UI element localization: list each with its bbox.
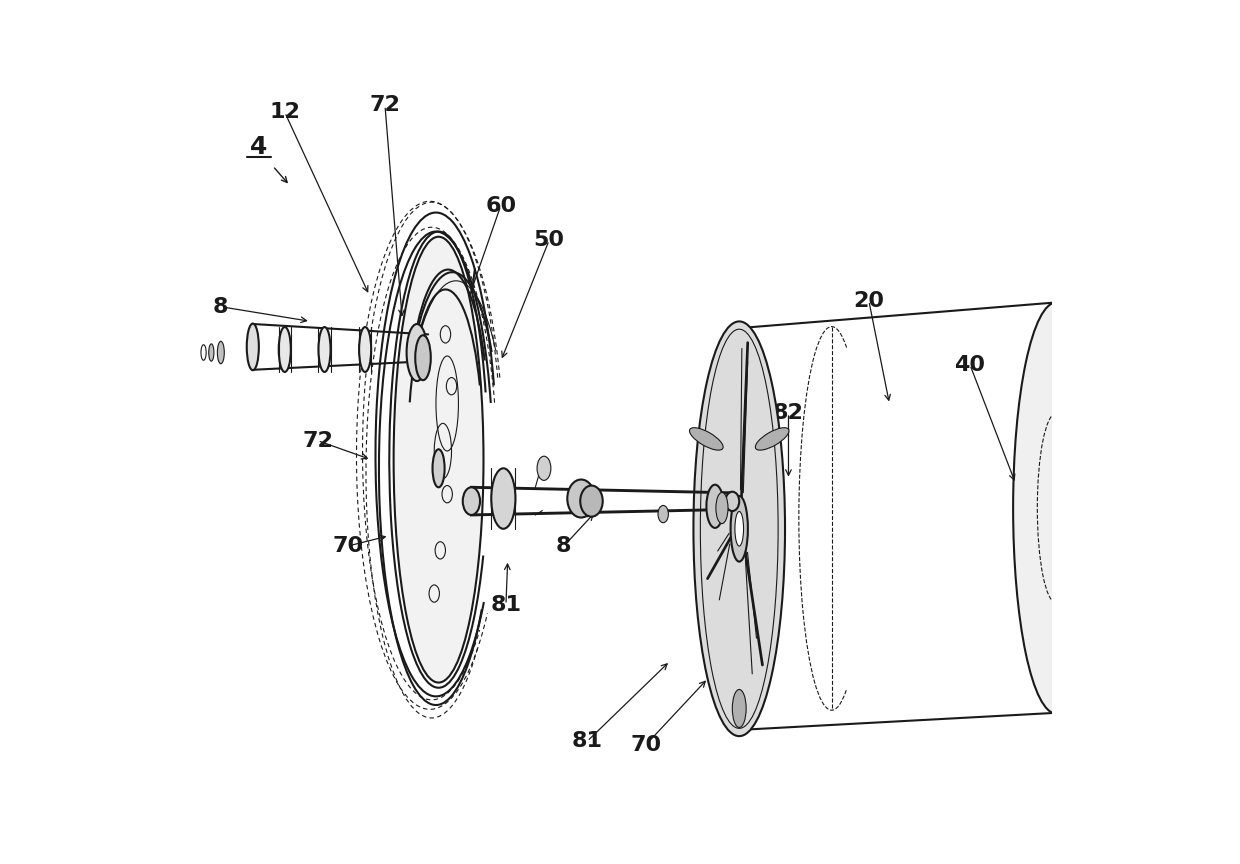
Ellipse shape bbox=[693, 321, 785, 736]
Text: 40: 40 bbox=[955, 354, 986, 375]
Ellipse shape bbox=[735, 511, 744, 546]
Ellipse shape bbox=[715, 492, 728, 524]
Text: 80: 80 bbox=[724, 406, 755, 427]
Ellipse shape bbox=[433, 449, 445, 487]
Ellipse shape bbox=[393, 237, 484, 683]
Ellipse shape bbox=[658, 505, 668, 523]
Text: 72: 72 bbox=[303, 430, 334, 451]
Ellipse shape bbox=[360, 327, 371, 372]
Ellipse shape bbox=[733, 689, 746, 727]
Ellipse shape bbox=[247, 324, 259, 370]
Text: 70: 70 bbox=[332, 536, 363, 556]
Text: 60: 60 bbox=[485, 195, 516, 216]
Text: 50: 50 bbox=[533, 230, 564, 251]
Ellipse shape bbox=[730, 496, 748, 562]
Ellipse shape bbox=[208, 344, 215, 361]
Ellipse shape bbox=[415, 335, 430, 380]
Ellipse shape bbox=[580, 486, 603, 517]
Ellipse shape bbox=[319, 327, 331, 372]
Text: 72: 72 bbox=[370, 95, 401, 116]
Ellipse shape bbox=[689, 428, 723, 450]
Ellipse shape bbox=[279, 327, 291, 372]
Ellipse shape bbox=[707, 485, 724, 528]
Ellipse shape bbox=[702, 328, 771, 729]
Text: 82: 82 bbox=[773, 403, 804, 423]
Ellipse shape bbox=[537, 456, 551, 480]
Ellipse shape bbox=[491, 468, 516, 529]
Ellipse shape bbox=[1013, 302, 1100, 714]
Text: 12: 12 bbox=[269, 102, 300, 123]
Ellipse shape bbox=[463, 487, 480, 515]
Text: 8: 8 bbox=[556, 536, 572, 556]
Text: 8: 8 bbox=[213, 296, 228, 317]
Text: 70: 70 bbox=[630, 734, 661, 755]
Text: 80: 80 bbox=[410, 615, 441, 636]
Ellipse shape bbox=[217, 341, 224, 364]
Ellipse shape bbox=[407, 324, 428, 381]
Text: 81: 81 bbox=[491, 594, 522, 615]
Ellipse shape bbox=[755, 428, 789, 450]
Text: 81: 81 bbox=[572, 731, 603, 752]
Ellipse shape bbox=[567, 480, 595, 518]
Ellipse shape bbox=[725, 492, 739, 511]
Text: 4: 4 bbox=[250, 135, 268, 159]
Text: 20: 20 bbox=[853, 290, 884, 311]
